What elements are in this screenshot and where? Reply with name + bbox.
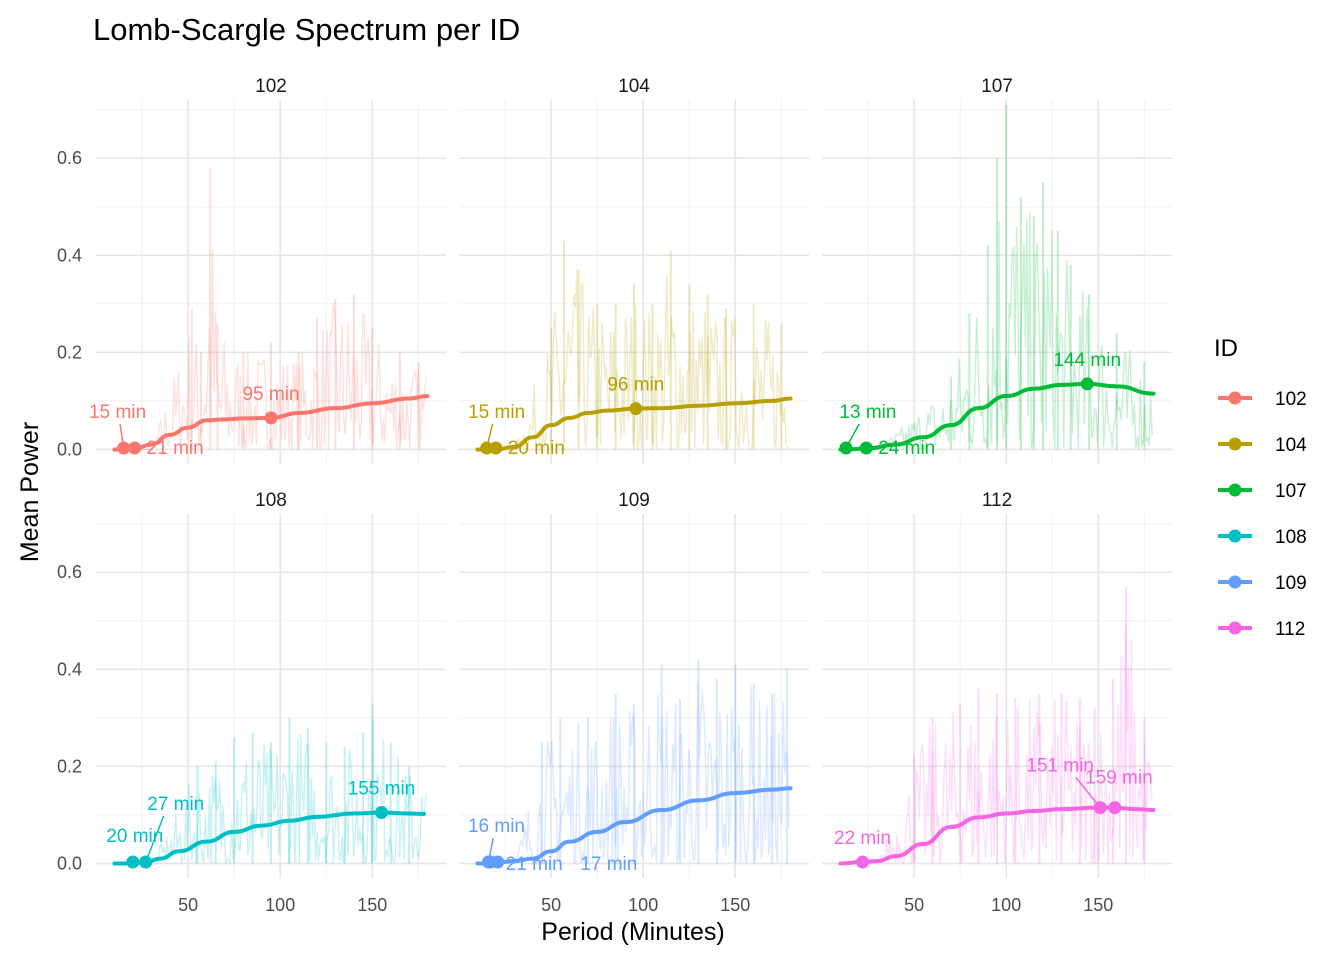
peak-label: 20 min	[508, 438, 565, 459]
x-tick-label: 100	[628, 895, 658, 915]
x-axis-title: Period (Minutes)	[541, 918, 724, 946]
x-tick-label: 150	[357, 895, 387, 915]
raw-spectrum-line	[481, 269, 790, 451]
legend-key-point	[1228, 391, 1242, 405]
x-tick-label: 50	[904, 895, 924, 915]
peak-label: 151 min	[1026, 756, 1094, 777]
facet-104: 104 15 min 20 min 96 min	[459, 76, 809, 464]
legend-label: 102	[1275, 389, 1307, 410]
peak-label: 144 min	[1053, 350, 1121, 371]
peak-point	[375, 805, 389, 819]
legend-label: 108	[1275, 527, 1307, 548]
peak-label: 22 min	[834, 828, 891, 849]
peak-label: 13 min	[839, 402, 896, 423]
peak-label: 21 min	[506, 854, 563, 875]
legend-key-point	[1228, 575, 1242, 589]
x-tick-label: 100	[991, 895, 1021, 915]
legend-item-112: 112	[1218, 619, 1305, 640]
peak-point	[859, 441, 873, 455]
x-tick-label: 150	[720, 895, 750, 915]
peak-label: 16 min	[468, 816, 525, 837]
peak-point	[128, 441, 142, 455]
peak-label: 24 min	[878, 438, 935, 459]
facet-strip-label: 109	[618, 490, 650, 511]
peak-label: 15 min	[468, 402, 525, 423]
peak-label: 15 min	[89, 402, 146, 423]
peak-point	[264, 411, 278, 425]
facet-strip-label: 108	[255, 490, 287, 511]
facet-108: 108 20 min 27 min 155 min 0.0 0.2 0.4 0.6 50 100 1…	[57, 490, 446, 915]
legend-label: 107	[1275, 481, 1307, 502]
legend-key-point	[1228, 529, 1242, 543]
x-tick-label: 50	[541, 895, 561, 915]
smoothed-power-line	[112, 394, 430, 452]
y-tick-label: 0.0	[57, 853, 82, 873]
peak-point	[856, 855, 870, 869]
peak-label-connector	[145, 815, 165, 863]
legend-label: 109	[1275, 573, 1307, 594]
peak-point	[483, 855, 497, 869]
peak-label: 159 min	[1085, 768, 1153, 789]
legend-item-108: 108	[1218, 527, 1307, 548]
facet-strip-label: 104	[618, 76, 650, 97]
legend-label: 104	[1275, 435, 1307, 456]
facet-strip-label: 102	[255, 76, 287, 97]
y-tick-label: 0.6	[57, 562, 82, 582]
raw-spectrum-line	[481, 681, 790, 866]
legend: 102 104 107 108 109 112	[1218, 389, 1307, 640]
x-tick-label: 150	[1083, 895, 1113, 915]
legend-key-point	[1228, 437, 1242, 451]
raw-spectrum-line	[844, 212, 1153, 453]
y-axis-title: Mean Power	[16, 422, 44, 562]
peak-point	[629, 402, 643, 416]
legend-label: 112	[1275, 619, 1305, 640]
chart-title: Lomb-Scargle Spectrum per ID	[93, 12, 520, 47]
facet-strip-label: 112	[982, 490, 1012, 511]
smoothed-power-line	[475, 396, 793, 452]
peak-point	[1108, 801, 1122, 815]
legend-item-109: 109	[1218, 573, 1307, 594]
peak-label: 20 min	[106, 826, 163, 847]
y-tick-label: 0.2	[57, 342, 82, 362]
y-tick-label: 0.6	[57, 148, 82, 168]
legend-item-107: 107	[1218, 481, 1307, 502]
peak-label-connector	[485, 423, 494, 449]
peak-point	[126, 855, 140, 869]
peak-label: 21 min	[147, 438, 204, 459]
peak-label: 17 min	[580, 854, 637, 875]
peak-point	[1080, 377, 1094, 391]
peak-label: 155 min	[348, 778, 416, 799]
y-tick-label: 0.2	[57, 756, 82, 776]
y-tick-label: 0.4	[57, 659, 82, 679]
peak-label: 27 min	[147, 794, 204, 815]
legend-key-point	[1228, 621, 1242, 635]
facet-109: 109 16 min 21 min 17 min 50 100 150	[459, 490, 809, 915]
x-tick-label: 100	[265, 895, 295, 915]
facet-107: 107 13 min 24 min 144 min	[822, 76, 1172, 464]
peak-label: 96 min	[607, 375, 664, 396]
peak-label-connector	[845, 423, 860, 449]
legend-key-point	[1228, 483, 1242, 497]
x-tick-label: 50	[178, 895, 198, 915]
y-tick-label: 0.0	[57, 439, 82, 459]
legend-item-104: 104	[1218, 435, 1307, 456]
peak-point	[489, 441, 503, 455]
facet-strip-label: 107	[981, 76, 1013, 97]
raw-spectrum-line	[118, 248, 427, 452]
peak-label-connector	[119, 423, 125, 449]
y-tick-label: 0.4	[57, 245, 82, 265]
legend-title: ID	[1214, 335, 1238, 362]
peak-label: 95 min	[242, 384, 299, 405]
peak-label-connector	[1075, 777, 1101, 809]
raw-spectrum-line	[844, 622, 1153, 865]
legend-item-102: 102	[1218, 389, 1307, 410]
